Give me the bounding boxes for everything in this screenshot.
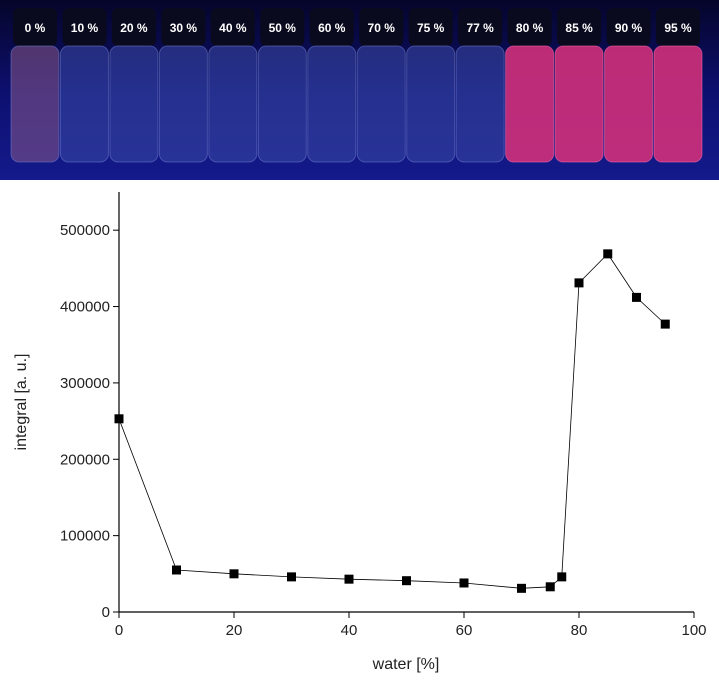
data-point bbox=[574, 278, 584, 288]
vial-cap bbox=[557, 8, 602, 46]
data-point bbox=[557, 572, 567, 582]
vial-cap bbox=[161, 8, 206, 46]
x-tick-label: 80 bbox=[571, 622, 588, 639]
y-axis-label: integral [a. u.] bbox=[13, 354, 30, 451]
y-tick-label: 500000 bbox=[60, 222, 110, 239]
data-point bbox=[459, 578, 469, 588]
x-axis-label: water [%] bbox=[372, 656, 440, 673]
data-point bbox=[603, 249, 613, 259]
vial-cap bbox=[359, 8, 404, 46]
vial-cap bbox=[210, 8, 255, 46]
vial-cap bbox=[606, 8, 651, 46]
data-line bbox=[118, 253, 666, 589]
vial-cap bbox=[656, 8, 700, 46]
vial-cap bbox=[111, 8, 156, 46]
vial bbox=[406, 45, 456, 163]
vial bbox=[653, 45, 703, 163]
vial-cap bbox=[62, 8, 107, 46]
vial-cap bbox=[458, 8, 503, 46]
x-tick-label: 60 bbox=[456, 622, 473, 639]
vial-label: 40 % bbox=[219, 21, 247, 35]
vial bbox=[554, 45, 604, 163]
data-point bbox=[402, 576, 411, 586]
vial bbox=[109, 45, 159, 163]
x-tick-label: 0 bbox=[115, 622, 123, 639]
vial-label: 50 % bbox=[269, 21, 297, 35]
vial bbox=[356, 45, 406, 163]
data-point bbox=[287, 572, 296, 582]
x-tick-label: 100 bbox=[681, 622, 706, 639]
data-point bbox=[344, 574, 354, 584]
vial-cap bbox=[507, 8, 552, 46]
vial-cap bbox=[309, 8, 354, 46]
vial-label: 75 % bbox=[417, 21, 445, 35]
y-tick-label: 300000 bbox=[60, 375, 110, 392]
data-point bbox=[660, 319, 670, 329]
vial-label: 80 % bbox=[516, 21, 544, 35]
vial-photo: 0 % 10 % 20 % 30 % 40 % 50 % 60 % 70 % 75 % 77 % 8… bbox=[10, 8, 703, 163]
data-point bbox=[229, 569, 239, 579]
data-point bbox=[517, 583, 526, 593]
y-tick-label: 0 bbox=[102, 604, 110, 621]
vial bbox=[208, 45, 258, 163]
vial-label: 10 % bbox=[71, 21, 99, 35]
vial-label: 70 % bbox=[368, 21, 396, 35]
y-tick-label: 400000 bbox=[60, 299, 110, 316]
chart: water [%] integral [a. u.] 0 100000 200000… bbox=[13, 192, 707, 673]
vial-cap bbox=[408, 8, 453, 46]
vial-label: 85 % bbox=[565, 21, 593, 35]
vial bbox=[59, 45, 109, 163]
data-point bbox=[632, 292, 641, 302]
vial-label: 90 % bbox=[615, 21, 643, 35]
y-tick-label: 100000 bbox=[60, 528, 110, 545]
data-point bbox=[172, 565, 181, 575]
vial bbox=[257, 45, 307, 163]
x-tick-label: 40 bbox=[341, 622, 358, 639]
vial bbox=[505, 45, 555, 163]
x-tick-label: 20 bbox=[226, 622, 243, 639]
vial-label: 30 % bbox=[170, 21, 198, 35]
data-point bbox=[545, 582, 555, 592]
vial-label: 60 % bbox=[318, 21, 346, 35]
data-point bbox=[114, 414, 124, 424]
y-tick-label: 200000 bbox=[60, 451, 110, 468]
vial bbox=[455, 45, 505, 163]
vial-label: 95 % bbox=[664, 21, 692, 35]
vial-cap bbox=[13, 8, 57, 46]
vial bbox=[10, 45, 60, 163]
vial-label: 20 % bbox=[120, 21, 148, 35]
vial bbox=[307, 45, 357, 163]
vial bbox=[604, 45, 654, 163]
vial-cap bbox=[260, 8, 305, 46]
vial bbox=[158, 45, 208, 163]
vial-label: 0 % bbox=[25, 21, 46, 35]
vial-label: 77 % bbox=[466, 21, 494, 35]
